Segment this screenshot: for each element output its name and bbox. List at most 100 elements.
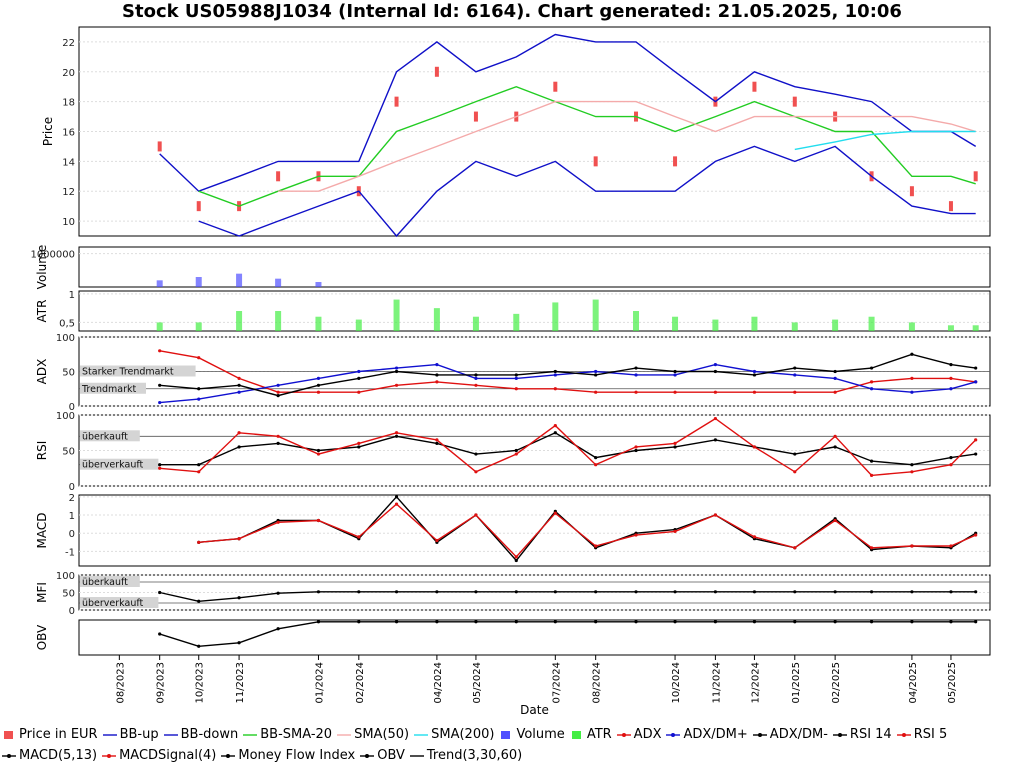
- series-point-obv: [833, 620, 837, 624]
- series-point-obv: [793, 620, 797, 624]
- series-point-adx: [158, 400, 162, 405]
- series-point-rsi: [713, 438, 717, 442]
- series-point-obv: [357, 620, 361, 624]
- legend-item: MACD(5,13): [2, 745, 97, 766]
- legend-item: OBV: [360, 745, 405, 766]
- series-point-rsi: [974, 452, 978, 456]
- legend-symbol: [163, 733, 178, 736]
- series-point-adx: [713, 369, 717, 374]
- series-point-rsi: [158, 466, 162, 470]
- y-tick-label-price: 10: [62, 217, 75, 228]
- legend-label: Money Flow Index: [238, 748, 356, 763]
- series-point-adx: [316, 390, 321, 394]
- series-point-adx: [237, 376, 241, 380]
- legend-item: Volume: [499, 724, 565, 745]
- series-point-adx: [949, 387, 953, 391]
- legend-item: ADX/DM+: [666, 724, 748, 745]
- legend-label: MACDSignal(4): [119, 748, 217, 763]
- reference-label-bg: [80, 430, 140, 442]
- chart-canvas: 10121416182022Price1000000Volume0,51ATR0…: [30, 26, 991, 717]
- x-tick-label: 10/2023: [195, 662, 206, 704]
- series-point-adx: [752, 369, 757, 374]
- series-point-adx: [197, 356, 201, 360]
- series-point-rsi: [316, 448, 321, 453]
- series-point-obv: [594, 620, 598, 624]
- series-point-adx: [474, 373, 478, 377]
- bar-volume: [236, 273, 243, 287]
- series-point-adx: [435, 380, 439, 384]
- series-point-rsi: [514, 452, 518, 456]
- series-point-macd: [673, 529, 677, 534]
- bar-atr: [355, 319, 362, 331]
- bar-atr: [751, 316, 758, 331]
- series-point-obv: [197, 644, 201, 648]
- legend-symbol: [501, 730, 511, 739]
- x-tick-label: 09/2023: [156, 662, 167, 704]
- y-tick-label-adx: 50: [62, 368, 75, 379]
- legend-label: ADX/DM+: [683, 727, 748, 742]
- series-point-rsi: [357, 445, 361, 449]
- y-axis-label-macd: MACD: [35, 513, 49, 549]
- reference-label-bg: [80, 458, 159, 470]
- series-point-adx: [833, 369, 837, 374]
- series-line-price: [198, 85, 976, 207]
- series-point-rsi: [594, 456, 598, 460]
- series-line-adx: [159, 353, 976, 397]
- x-tick-label: 02/2025: [831, 662, 842, 704]
- y-tick-label-price: 16: [62, 128, 75, 139]
- series-point-adx: [394, 383, 399, 387]
- bar-atr: [472, 316, 479, 331]
- chart-title: Stock US05988J1034 (Internal Id: 6164). …: [122, 1, 902, 22]
- bar-atr: [315, 316, 322, 331]
- legend-symbol: [896, 732, 911, 737]
- y-tick-label-macd: -1: [65, 547, 75, 558]
- series-point-adx: [673, 373, 677, 377]
- series-point-rsi: [197, 463, 201, 467]
- legend-item: BB-down: [163, 724, 239, 745]
- series-point-adx: [237, 390, 241, 394]
- series-point-adx: [594, 369, 598, 374]
- series-point-adx: [793, 373, 797, 377]
- series-point-rsi: [974, 438, 978, 442]
- series-point-adx: [276, 390, 280, 394]
- series-point-rsi: [713, 416, 717, 421]
- x-tick-label: 12/2024: [750, 662, 761, 704]
- legend-label: ADX/DM-: [769, 727, 828, 742]
- y-tick-label-price: 18: [62, 98, 75, 109]
- series-point-obv: [949, 620, 953, 624]
- series-point-mfi: [869, 590, 874, 594]
- series-point-rsi: [594, 463, 598, 467]
- legend-symbol: [4, 730, 13, 739]
- legend-label: ADX: [633, 727, 662, 742]
- series-point-adx: [713, 363, 717, 367]
- legend-label: BB-down: [180, 727, 239, 742]
- price-candle: [434, 66, 439, 77]
- series-point-adx: [316, 383, 321, 387]
- legend-item: Money Flow Index: [221, 745, 355, 766]
- legend-item: ADX/DM-: [752, 724, 828, 745]
- bar-volume: [275, 278, 282, 287]
- series-point-adx: [158, 383, 162, 387]
- legend-symbol: [571, 730, 581, 739]
- reference-label-adx: Starker Trendmarkt: [82, 367, 174, 378]
- series-point-mfi: [910, 590, 914, 594]
- series-point-adx: [514, 376, 518, 380]
- series-point-macd: [713, 513, 717, 517]
- series-point-adx: [949, 363, 953, 367]
- legend-symbol: [337, 733, 352, 736]
- price-candle: [394, 96, 399, 107]
- y-tick-label-macd: 0: [69, 529, 75, 540]
- legend-item: ATR: [570, 724, 612, 745]
- series-point-adx: [634, 390, 638, 394]
- series-point-rsi: [276, 434, 280, 438]
- series-point-rsi: [394, 431, 399, 435]
- y-tick-label-volume: 1000000: [30, 250, 75, 261]
- series-point-macd: [594, 544, 598, 548]
- series-point-macd: [910, 544, 914, 548]
- series-point-macd: [553, 511, 557, 515]
- legend-label: OBV: [377, 748, 405, 763]
- series-point-obv: [514, 620, 518, 624]
- x-tick-label: 04/2024: [433, 662, 444, 704]
- series-point-rsi: [197, 470, 201, 474]
- x-tick-label: 11/2023: [235, 662, 246, 704]
